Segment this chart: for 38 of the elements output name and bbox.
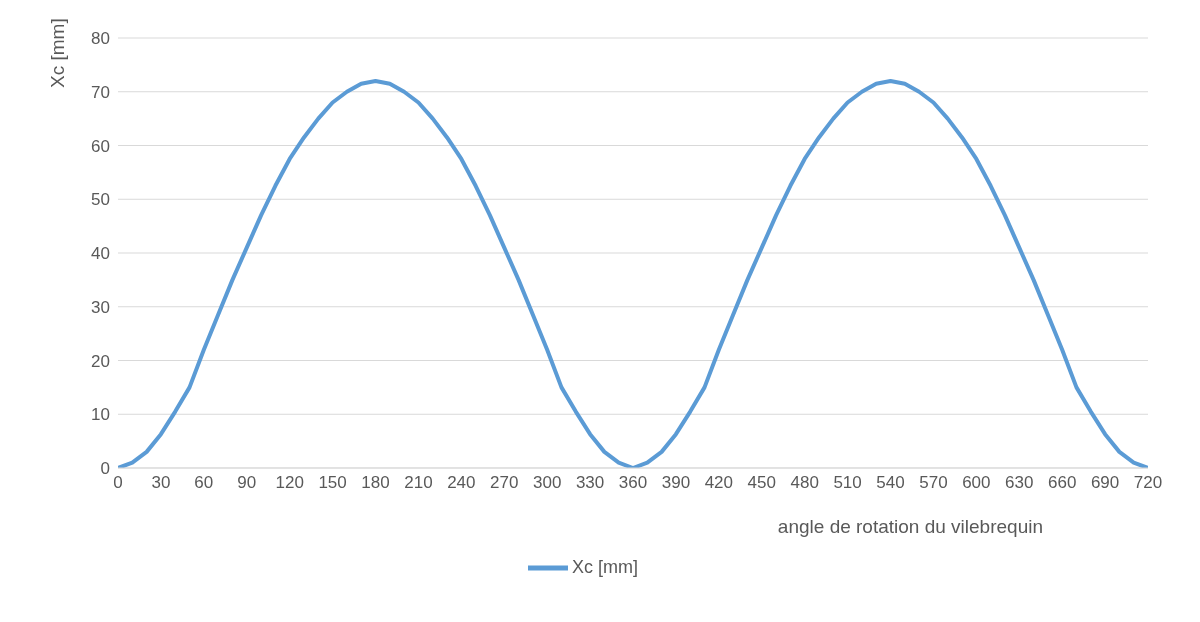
x-tick-label: 150	[318, 473, 347, 493]
x-tick-label: 0	[113, 473, 123, 493]
x-tick-label: 30	[151, 473, 171, 493]
y-tick-label: 0	[100, 459, 110, 479]
x-axis-title: angle de rotation du vilebrequin	[777, 516, 1043, 537]
x-tick-label: 360	[618, 473, 648, 493]
x-tick-label: 390	[661, 473, 691, 493]
line-series	[118, 79, 1148, 468]
y-tick-label: 60	[91, 136, 110, 156]
y-tick-label: 50	[91, 190, 110, 210]
x-tick-label: 720	[1133, 473, 1163, 493]
x-tick-label: 660	[1047, 473, 1077, 493]
x-tick-label: 630	[1005, 473, 1034, 493]
x-tick-label: 690	[1090, 473, 1120, 493]
x-tick-label: 120	[275, 473, 304, 493]
x-tick-label: 480	[790, 473, 819, 493]
legend-label: Xc [mm]	[572, 556, 638, 577]
x-tick-label: 180	[361, 473, 390, 493]
y-tick-label: 40	[91, 244, 110, 264]
y-tick-label: 10	[91, 405, 110, 425]
x-tick-label: 240	[447, 473, 476, 493]
x-tick-label: 570	[919, 473, 948, 493]
x-tick-label: 300	[532, 473, 562, 493]
y-tick-label: 70	[91, 82, 110, 102]
x-tick-label: 600	[962, 473, 991, 493]
x-tick-label: 540	[876, 473, 905, 493]
x-tick-label: 210	[404, 473, 433, 493]
x-tick-label: 420	[704, 473, 734, 493]
y-tick-label: 20	[91, 351, 110, 371]
x-tick-label: 450	[747, 473, 776, 493]
x-tick-label: 510	[833, 473, 862, 493]
y-tick-label: 80	[91, 29, 110, 49]
y-tick-label: 30	[91, 297, 110, 317]
y-axis-title: Xc [mm]	[47, 18, 69, 88]
x-tick-label: 90	[237, 473, 257, 493]
x-tick-label: 270	[490, 473, 519, 493]
x-tick-label: 330	[575, 473, 605, 493]
x-tick-label: 60	[194, 473, 214, 493]
